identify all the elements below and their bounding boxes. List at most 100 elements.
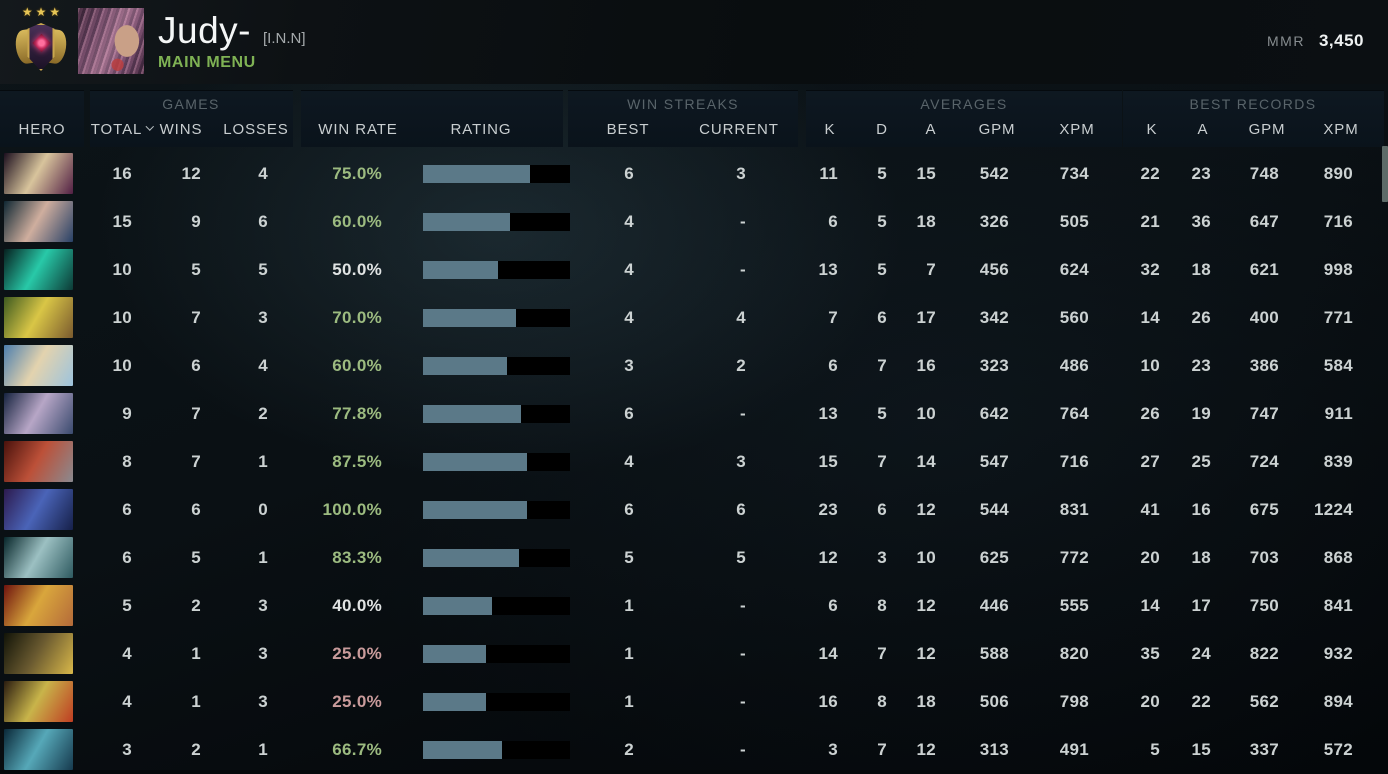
avg-assists-cell: 14 xyxy=(916,452,936,471)
best-kills-cell: 35 xyxy=(1140,644,1160,663)
column-header-total[interactable]: TOTAL xyxy=(90,121,155,138)
best-gpm-cell: 747 xyxy=(1249,404,1279,423)
avg-deaths-cell: 7 xyxy=(877,452,887,471)
rating-bar-fill xyxy=(423,405,522,423)
column-header-avg-kills[interactable]: K xyxy=(824,121,836,138)
column-header-wins[interactable]: WINS xyxy=(159,121,203,138)
best-xpm-cell: 716 xyxy=(1323,212,1353,231)
hero-row-meepo[interactable]: 10 7 3 70.0% 4 4 7 6 17 342 560 14 26 400 771 xyxy=(0,294,1388,342)
avg-xpm-cell: 486 xyxy=(1059,356,1089,375)
best-gpm-cell: 750 xyxy=(1249,596,1279,615)
losses-cell: 3 xyxy=(258,596,268,615)
column-header-total-label: TOTAL xyxy=(90,121,143,138)
best-xpm-cell: 894 xyxy=(1323,692,1353,711)
avg-kills-cell: 16 xyxy=(818,692,838,711)
best-streak-cell: 6 xyxy=(624,164,634,183)
avg-assists-cell: 10 xyxy=(916,404,936,423)
total-games-cell: 6 xyxy=(122,548,132,567)
rating-bar-fill xyxy=(423,213,510,231)
best-kills-cell: 20 xyxy=(1140,548,1160,567)
hero-portrait-crystal-maiden xyxy=(4,345,73,386)
avg-kills-cell: 14 xyxy=(818,644,838,663)
losses-cell: 1 xyxy=(258,452,268,471)
hero-row-invoker[interactable]: 16 12 4 75.0% 6 3 11 5 15 542 734 22 23 748 890 xyxy=(0,150,1388,198)
column-header-avg-assists[interactable]: A xyxy=(925,121,937,138)
wins-cell: 2 xyxy=(191,740,201,759)
avg-xpm-cell: 798 xyxy=(1059,692,1089,711)
best-gpm-cell: 822 xyxy=(1249,644,1279,663)
hero-row-crystal-maiden[interactable]: 10 6 4 60.0% 3 2 6 7 16 323 486 10 23 386 584 xyxy=(0,342,1388,390)
best-kills-cell: 32 xyxy=(1140,260,1160,279)
column-header-avg-gpm[interactable]: GPM xyxy=(978,121,1016,138)
rating-bar xyxy=(423,549,570,567)
column-header-losses[interactable]: LOSSES xyxy=(223,121,289,138)
best-xpm-cell: 932 xyxy=(1323,644,1353,663)
best-kills-cell: 41 xyxy=(1140,500,1160,519)
hero-portrait-legion-commander xyxy=(4,585,73,626)
hero-portrait-winter-wyvern xyxy=(4,729,73,770)
column-header-best-gpm[interactable]: GPM xyxy=(1248,121,1286,138)
rank-medal: ★★★ xyxy=(10,5,72,79)
best-xpm-cell: 841 xyxy=(1323,596,1353,615)
current-streak-cell: 2 xyxy=(736,356,746,375)
current-streak-cell: - xyxy=(740,644,746,663)
column-header-hero[interactable]: HERO xyxy=(18,121,66,138)
column-header-avg-deaths[interactable]: D xyxy=(876,121,888,138)
player-identity: Judy- [I.N.N] MAIN MENU xyxy=(158,11,306,72)
scrollbar-thumb[interactable] xyxy=(1382,146,1388,202)
main-menu-link[interactable]: MAIN MENU xyxy=(158,53,256,71)
player-avatar[interactable] xyxy=(78,8,144,74)
rating-bar-fill xyxy=(423,741,503,759)
best-kills-cell: 14 xyxy=(1140,308,1160,327)
hero-portrait-axe xyxy=(4,441,73,482)
best-xpm-cell: 771 xyxy=(1323,308,1353,327)
hero-row-drow-ranger[interactable]: 9 7 2 77.8% 6 - 13 5 10 642 764 26 19 747 911 xyxy=(0,390,1388,438)
avg-assists-cell: 15 xyxy=(916,164,936,183)
avg-deaths-cell: 7 xyxy=(877,740,887,759)
win-rate-cell: 100.0% xyxy=(322,500,382,519)
wins-cell: 7 xyxy=(191,452,201,471)
hero-row-slark[interactable]: 4 1 3 25.0% 1 - 14 7 12 588 820 35 24 822 932 xyxy=(0,630,1388,678)
best-assists-cell: 23 xyxy=(1191,164,1211,183)
column-header-win-rate[interactable]: WIN RATE xyxy=(318,121,398,138)
avg-xpm-cell: 505 xyxy=(1059,212,1089,231)
hero-row-mirana[interactable]: 15 9 6 60.0% 4 - 6 5 18 326 505 21 36 647 716 xyxy=(0,198,1388,246)
rating-bar xyxy=(423,213,570,231)
best-streak-cell: 1 xyxy=(624,596,634,615)
best-xpm-cell: 839 xyxy=(1323,452,1353,471)
losses-cell: 3 xyxy=(258,308,268,327)
column-header-best-kills[interactable]: K xyxy=(1146,121,1158,138)
hero-row-winter-wyvern[interactable]: 3 2 1 66.7% 2 - 3 7 12 313 491 5 15 337 572 xyxy=(0,726,1388,774)
hero-portrait-venomancer xyxy=(4,249,73,290)
best-gpm-cell: 621 xyxy=(1249,260,1279,279)
hero-row-legion-commander[interactable]: 5 2 3 40.0% 1 - 6 8 12 446 555 14 17 750 841 xyxy=(0,582,1388,630)
avg-xpm-cell: 831 xyxy=(1059,500,1089,519)
current-streak-cell: - xyxy=(740,596,746,615)
avg-kills-cell: 6 xyxy=(828,596,838,615)
column-header-current-streak[interactable]: CURRENT xyxy=(699,121,779,138)
hero-row-riki[interactable]: 6 6 0 100.0% 6 6 23 6 12 544 831 41 16 675 1224 xyxy=(0,486,1388,534)
column-header-rating[interactable]: RATING xyxy=(450,121,512,138)
hero-row-sven[interactable]: 6 5 1 83.3% 5 5 12 3 10 625 772 20 18 703 868 xyxy=(0,534,1388,582)
column-header-best-assists[interactable]: A xyxy=(1197,121,1209,138)
hero-row-huskar[interactable]: 4 1 3 25.0% 1 - 16 8 18 506 798 20 22 562 894 xyxy=(0,678,1388,726)
win-rate-cell: 60.0% xyxy=(332,212,382,231)
rating-bar xyxy=(423,357,570,375)
rank-stars-icon: ★★★ xyxy=(21,5,64,19)
best-xpm-cell: 572 xyxy=(1323,740,1353,759)
total-games-cell: 10 xyxy=(112,356,132,375)
column-header-best-xpm[interactable]: XPM xyxy=(1323,121,1359,138)
column-header-avg-xpm[interactable]: XPM xyxy=(1059,121,1095,138)
hero-row-axe[interactable]: 8 7 1 87.5% 4 3 15 7 14 547 716 27 25 724 839 xyxy=(0,438,1388,486)
avg-gpm-cell: 544 xyxy=(979,500,1009,519)
win-streaks-header-panel xyxy=(568,90,798,147)
hero-portrait-riki xyxy=(4,489,73,530)
wins-cell: 6 xyxy=(191,356,201,375)
column-header-best-streak[interactable]: BEST xyxy=(606,121,650,138)
avg-deaths-cell: 7 xyxy=(877,356,887,375)
wins-cell: 5 xyxy=(191,260,201,279)
best-gpm-cell: 703 xyxy=(1249,548,1279,567)
rating-bar-fill xyxy=(423,309,516,327)
hero-row-venomancer[interactable]: 10 5 5 50.0% 4 - 13 5 7 456 624 32 18 621 998 xyxy=(0,246,1388,294)
losses-cell: 1 xyxy=(258,740,268,759)
